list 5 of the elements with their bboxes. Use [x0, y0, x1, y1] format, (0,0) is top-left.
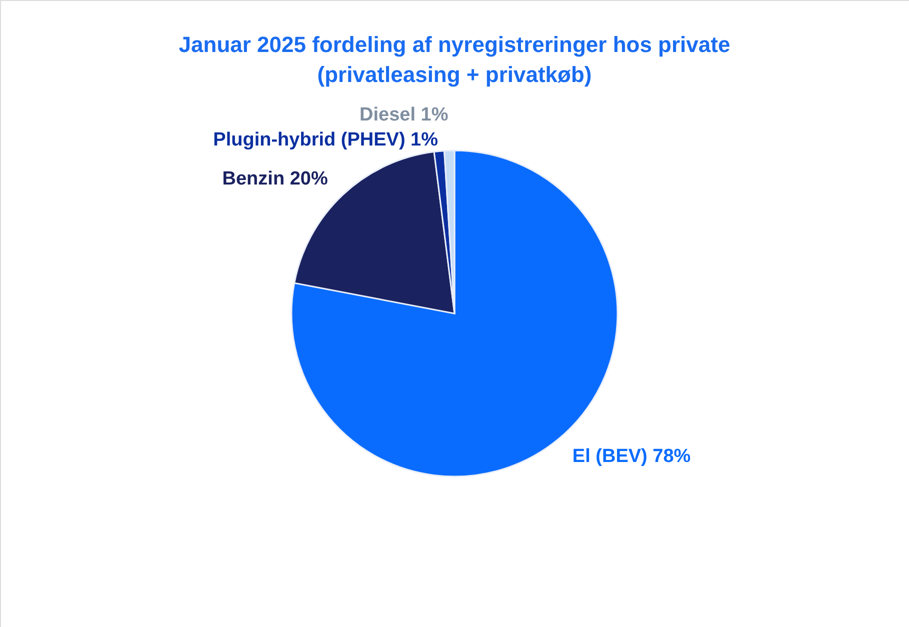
slice-label: Plugin-hybrid (PHEV) 1%: [213, 129, 438, 150]
slice-label: Benzin 20%: [222, 168, 328, 190]
slice-label: Diesel 1%: [360, 104, 448, 126]
slice-label: El (BEV) 78%: [572, 446, 691, 468]
chart-title: Januar 2025 fordeling af nyregistreringer hos private (privatleasing + privatkøb): [178, 32, 730, 87]
